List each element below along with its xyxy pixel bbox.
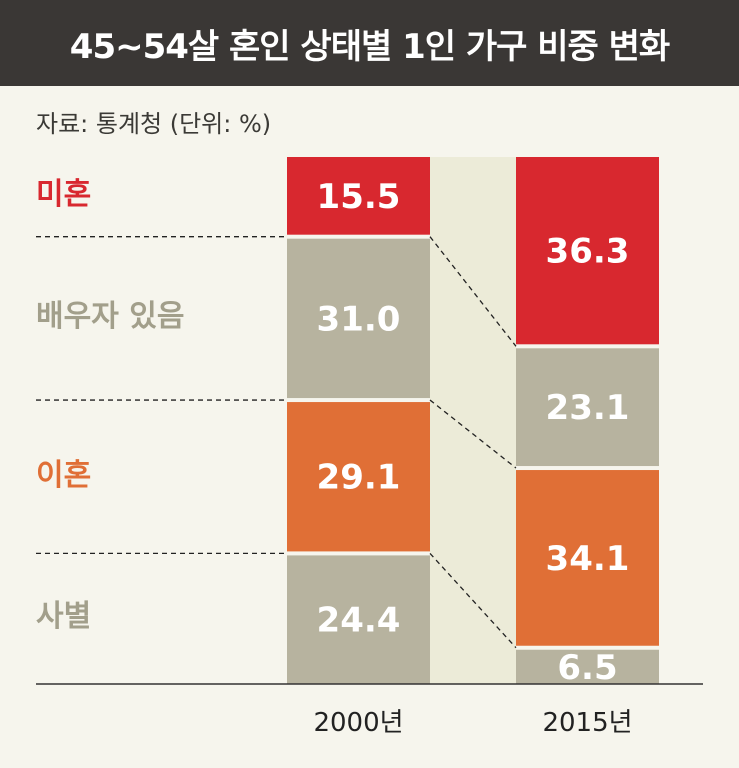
data-label: 24.4: [317, 601, 401, 641]
bar-segment: [287, 157, 430, 235]
data-label: 6.5: [557, 648, 617, 688]
bar-segment: [516, 470, 659, 646]
data-label: 36.3: [546, 232, 630, 272]
legend-label: 배우자 있음: [36, 299, 185, 335]
bar-segment: [516, 649, 659, 684]
data-label: 29.1: [317, 458, 401, 498]
bar-segment: [287, 555, 430, 684]
x-tick-label: 2015년: [542, 708, 632, 738]
source-note: 자료: 통계청 (단위: %): [36, 110, 272, 138]
data-label: 34.1: [546, 539, 630, 579]
bar-segment: [287, 402, 430, 552]
title-bar: 45~54살 혼인 상태별 1인 가구 비중 변화: [0, 0, 739, 86]
legend-label: 이혼: [36, 457, 92, 493]
bar-segment: [516, 348, 659, 467]
bar-segment: [516, 157, 659, 345]
legend-label: 사별: [36, 598, 92, 634]
chart-title: 45~54살 혼인 상태별 1인 가구 비중 변화: [69, 26, 670, 67]
data-label: 15.5: [317, 177, 401, 217]
bar-segment: [287, 238, 430, 399]
connector-band: [430, 157, 516, 684]
data-label: 31.0: [317, 299, 401, 339]
data-label: 23.1: [546, 388, 630, 428]
x-tick-label: 2000년: [313, 708, 403, 738]
legend-label: 미혼: [36, 176, 92, 212]
connector-line: [429, 399, 517, 469]
connector-line: [429, 552, 517, 649]
